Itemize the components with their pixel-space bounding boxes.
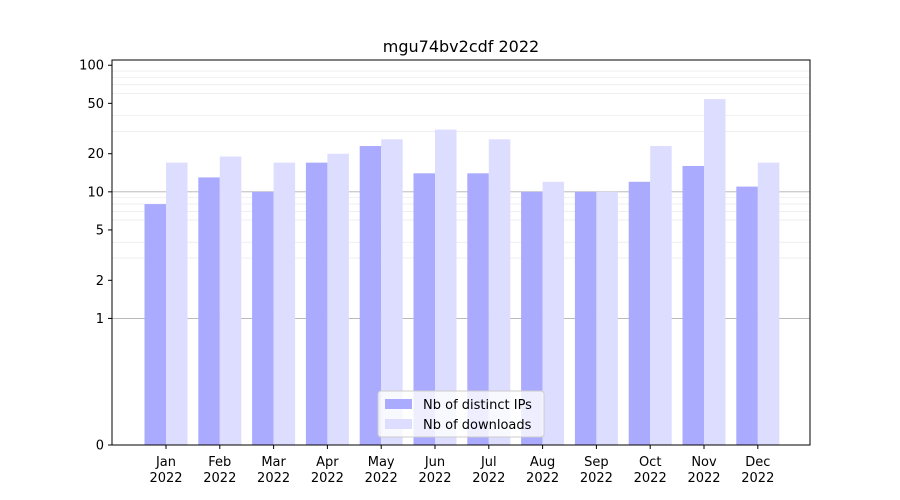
x-tick-label-line: Jul	[480, 455, 497, 470]
x-tick-label: Feb 2022	[203, 455, 236, 486]
bar	[736, 186, 758, 446]
x-tick-label-line: 2022	[472, 471, 505, 486]
x-tick-label: May 2022	[365, 455, 398, 486]
y-tick-label: 1	[96, 312, 104, 327]
legend-box	[377, 390, 545, 438]
bar	[327, 153, 349, 446]
legend: Nb of distinct IPs Nb of downloads	[377, 390, 545, 438]
x-tick-label-line: 2022	[203, 471, 236, 486]
plot-frame	[111, 59, 811, 446]
bar	[757, 162, 780, 445]
bar	[435, 129, 457, 445]
bar	[542, 181, 565, 445]
x-tick-label: Jan 2022	[149, 455, 182, 486]
bar	[219, 156, 242, 446]
x-tick-label: Mar 2022	[257, 455, 290, 486]
x-tick-label-line: Sep	[584, 455, 609, 470]
bar	[252, 191, 274, 445]
x-tick-label-line: Dec	[745, 455, 770, 470]
x-tick-label-line: 2022	[365, 471, 398, 486]
x-tick-label: Dec 2022	[741, 455, 774, 486]
y-tick-label: 2	[96, 274, 104, 289]
x-tick-label-line: Jun	[424, 455, 445, 470]
legend-swatch	[385, 399, 412, 409]
y-tick-label: 5	[96, 223, 104, 238]
bar	[166, 162, 188, 445]
x-tick-label-line: Aug	[530, 455, 555, 470]
bar	[381, 139, 403, 445]
bar	[144, 204, 166, 445]
x-tick-label: Sep 2022	[580, 455, 613, 486]
bar	[488, 139, 511, 445]
legend-label: Nb of distinct IPs	[423, 398, 532, 413]
bar	[305, 162, 328, 445]
bars	[144, 99, 780, 446]
bar	[467, 173, 489, 445]
x-tick-label-line: 2022	[634, 471, 667, 486]
bar	[682, 165, 704, 446]
bar	[359, 146, 382, 445]
x-tick-label-line: 2022	[580, 471, 613, 486]
x-tick-label-line: 2022	[418, 471, 451, 486]
bar	[413, 173, 435, 445]
x-tick-label-line: Feb	[208, 455, 231, 470]
x-tick-label-line: 2022	[687, 471, 720, 486]
x-tick-label-line: 2022	[526, 471, 559, 486]
y-tick-label: 20	[87, 147, 104, 162]
bar	[198, 177, 220, 446]
y-tick-label: 10	[87, 185, 104, 200]
y-axis: 0 1 2 5 10 20 50 100	[79, 59, 112, 454]
x-tick-label-line: Jan	[155, 455, 176, 470]
chart-title: mgu74bv2cdf 2022	[383, 37, 539, 56]
bar	[704, 99, 726, 445]
bar	[273, 162, 296, 445]
y-tick-label: 50	[87, 97, 104, 112]
x-tick-label-line: May	[368, 455, 395, 470]
x-tick-label-line: Apr	[316, 455, 339, 470]
y-tick-label: 100	[79, 59, 104, 74]
x-tick-label-line: Oct	[639, 455, 661, 470]
x-tick-label: Aug 2022	[526, 455, 559, 486]
legend-swatch	[385, 419, 412, 429]
x-tick-label-line: Nov	[691, 455, 717, 470]
bar	[650, 146, 672, 445]
y-tick-label: 0	[96, 439, 104, 454]
x-tick-label: Nov 2022	[687, 455, 720, 486]
x-tick-label-line: Mar	[261, 455, 286, 470]
bar	[596, 191, 618, 445]
bar	[574, 191, 597, 445]
x-tick-label-line: 2022	[741, 471, 774, 486]
x-tick-label: Jul 2022	[472, 455, 505, 486]
bar	[521, 191, 543, 445]
x-tick-label: Jun 2022	[418, 455, 451, 486]
legend-label: Nb of downloads	[423, 418, 532, 433]
x-tick-label-line: 2022	[311, 471, 344, 486]
bar	[628, 181, 651, 445]
x-tick-label: Apr 2022	[311, 455, 344, 486]
x-tick-label-line: 2022	[149, 471, 182, 486]
x-tick-label: Oct 2022	[634, 455, 667, 486]
x-tick-label-line: 2022	[257, 471, 290, 486]
